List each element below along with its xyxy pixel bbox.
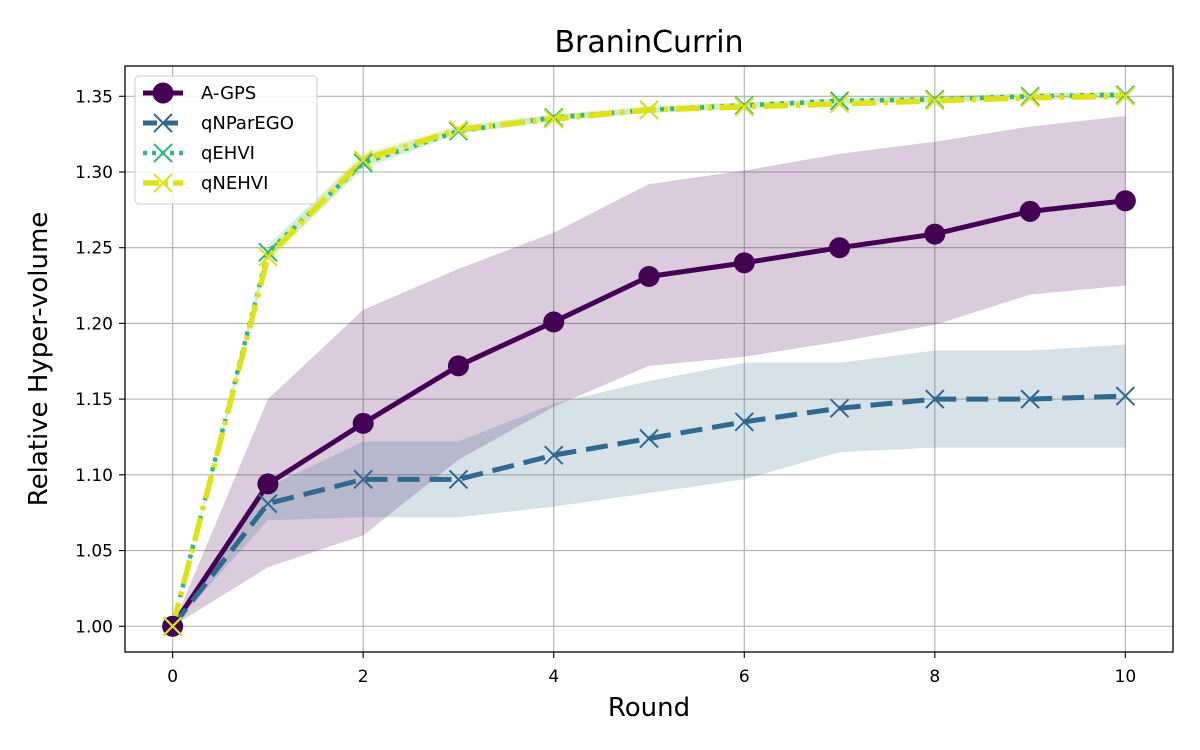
y-tick-label: 1.00 bbox=[75, 617, 113, 637]
legend: A-GPS qNParEGO qEHVI qNEHVI bbox=[134, 75, 318, 205]
x-tick-label: 8 bbox=[929, 667, 940, 687]
y-tick-label: 1.30 bbox=[75, 163, 113, 183]
marker-a-gps bbox=[829, 237, 851, 259]
x-tick-label: 10 bbox=[1115, 667, 1137, 687]
marker-qnehvi bbox=[258, 247, 278, 267]
marker-qehvi bbox=[734, 95, 754, 116]
y-tick-label: 1.05 bbox=[75, 542, 113, 562]
legend-label: qNEHVI bbox=[201, 173, 268, 194]
legend-marker bbox=[153, 173, 173, 193]
legend-box bbox=[134, 75, 318, 205]
x-axis-label: Round bbox=[608, 693, 690, 723]
marker-a-gps bbox=[352, 412, 374, 434]
legend-label: qNParEGO bbox=[201, 113, 294, 134]
marker-qehvi bbox=[1115, 85, 1136, 105]
marker-qnehvi bbox=[734, 97, 754, 117]
line-qnparego bbox=[170, 393, 1126, 628]
marker-qehvi bbox=[353, 153, 373, 173]
legend-marker bbox=[153, 143, 173, 163]
series-markers bbox=[162, 85, 1136, 637]
marker-qnehvi bbox=[925, 91, 945, 111]
y-tick-label: 1.35 bbox=[75, 87, 113, 107]
marker-qnparego bbox=[258, 493, 278, 514]
marker-qnehvi bbox=[162, 616, 183, 636]
y-axis-label: Relative Hyper-volume bbox=[24, 212, 54, 507]
marker-a-gps bbox=[1019, 200, 1041, 222]
marker-qnparego bbox=[544, 445, 564, 465]
legend-entry: qNEHVI bbox=[143, 173, 268, 194]
chart-title: BraninCurrin bbox=[554, 25, 743, 60]
marker-qehvi bbox=[258, 242, 278, 262]
axis-ticks: 0 2 4 6 8 10 1.00 1.05 1.10 1.15 1.20 1.25 1.30 1.35 bbox=[75, 87, 1136, 687]
marker-qehvi bbox=[544, 107, 564, 128]
marker-a-gps bbox=[924, 223, 946, 245]
legend-marker bbox=[153, 113, 173, 133]
legend-entry: A-GPS bbox=[143, 82, 256, 104]
marker-qehvi bbox=[829, 91, 850, 111]
line-qehvi bbox=[170, 92, 1126, 627]
band-a-gps bbox=[172, 115, 1126, 627]
legend-entry: qNParEGO bbox=[143, 113, 294, 134]
y-tick-label: 1.10 bbox=[75, 466, 113, 486]
x-tick-label: 2 bbox=[358, 667, 369, 687]
marker-qnehvi bbox=[544, 109, 564, 129]
legend-marker bbox=[152, 82, 174, 104]
marker-qnparego bbox=[734, 412, 754, 432]
marker-a-gps bbox=[1114, 190, 1136, 212]
marker-qnehvi bbox=[353, 150, 373, 170]
marker-qnehvi bbox=[829, 94, 850, 114]
x-tick-label: 0 bbox=[167, 667, 178, 687]
y-tick-label: 1.20 bbox=[75, 314, 113, 334]
marker-qnparego bbox=[448, 469, 469, 490]
band-qnparego bbox=[172, 344, 1126, 627]
marker-qnparego bbox=[1020, 389, 1040, 409]
marker-a-gps bbox=[733, 252, 755, 274]
marker-qnehvi bbox=[639, 100, 659, 120]
legend-entry: qEHVI bbox=[143, 143, 255, 164]
marker-qnparego bbox=[1115, 386, 1136, 406]
marker-a-gps bbox=[447, 355, 469, 377]
marker-qnehvi bbox=[448, 119, 469, 140]
plot-frame bbox=[124, 65, 1174, 653]
marker-qnparego bbox=[829, 398, 850, 418]
marker-qnparego bbox=[353, 469, 373, 490]
marker-qnehvi bbox=[1020, 88, 1040, 108]
confidence-bands bbox=[172, 91, 1126, 627]
x-tick-label: 4 bbox=[548, 667, 559, 687]
y-tick-label: 1.15 bbox=[75, 390, 113, 410]
marker-a-gps bbox=[638, 265, 660, 287]
marker-qnparego bbox=[639, 428, 659, 449]
y-tick-label: 1.25 bbox=[75, 239, 113, 259]
marker-qehvi bbox=[925, 89, 945, 110]
marker-a-gps bbox=[257, 473, 279, 495]
marker-qnparego bbox=[925, 389, 945, 409]
legend-label: A-GPS bbox=[201, 83, 256, 104]
x-tick-label: 6 bbox=[739, 667, 750, 687]
marker-qehvi bbox=[448, 121, 469, 141]
marker-a-gps bbox=[543, 311, 565, 333]
marker-qnehvi bbox=[1115, 86, 1136, 106]
legend-label: qEHVI bbox=[201, 143, 255, 164]
marker-qehvi bbox=[1020, 86, 1040, 106]
